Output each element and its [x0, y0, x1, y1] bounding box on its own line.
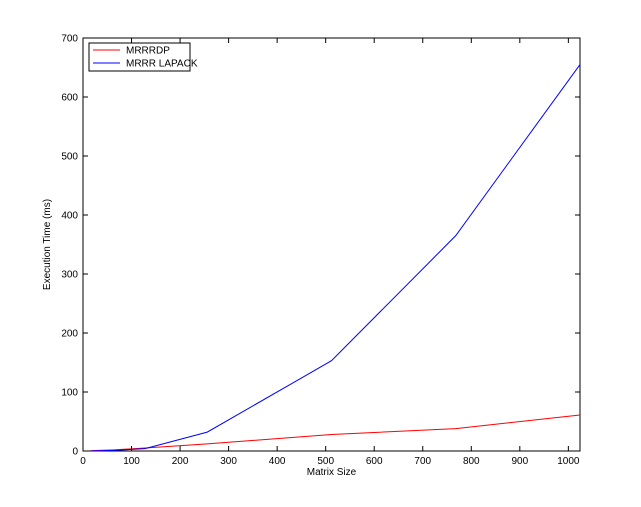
y-axis-label: Execution Time (ms) — [42, 199, 53, 290]
x-tick-label: 0 — [80, 456, 86, 467]
legend-label-mrrr-lapack: MRRR LAPACK — [126, 59, 198, 70]
x-tick-label: 900 — [511, 456, 528, 467]
x-tick-label: 700 — [414, 456, 431, 467]
x-tick-label: 500 — [317, 456, 334, 467]
x-axis: 0 100 200 300 400 500 600 700 800 900 1000 — [80, 38, 580, 467]
y-tick-label: 0 — [72, 447, 78, 458]
legend-label-mrrrdp: MRRRDP — [126, 46, 170, 57]
y-tick-label: 400 — [61, 211, 78, 222]
plot-area: 0 100 200 300 400 500 600 700 800 900 1000 0 100 200… — [61, 34, 581, 467]
y-tick-label: 200 — [61, 329, 78, 340]
x-tick-label: 600 — [366, 456, 383, 467]
y-tick-label: 500 — [61, 152, 78, 163]
y-axis: 0 100 200 300 400 500 600 700 — [61, 34, 580, 458]
axes-box — [82, 37, 581, 452]
x-axis-label: Matrix Size — [307, 467, 357, 478]
x-tick-label: 300 — [220, 456, 237, 467]
x-tick-label: 200 — [172, 456, 189, 467]
y-tick-label: 100 — [61, 388, 78, 399]
series-line-mrrr-lapack — [90, 64, 581, 452]
y-tick-label: 700 — [61, 34, 78, 45]
x-tick-label: 400 — [269, 456, 286, 467]
y-tick-label: 600 — [61, 93, 78, 104]
x-tick-label: 1000 — [557, 456, 580, 467]
legend: MRRRDP MRRR LAPACK — [88, 42, 198, 72]
legend-box — [88, 42, 191, 72]
y-tick-label: 300 — [61, 270, 78, 281]
series-lines — [90, 64, 581, 452]
x-tick-label: 800 — [463, 456, 480, 467]
x-tick-label: 100 — [123, 456, 140, 467]
